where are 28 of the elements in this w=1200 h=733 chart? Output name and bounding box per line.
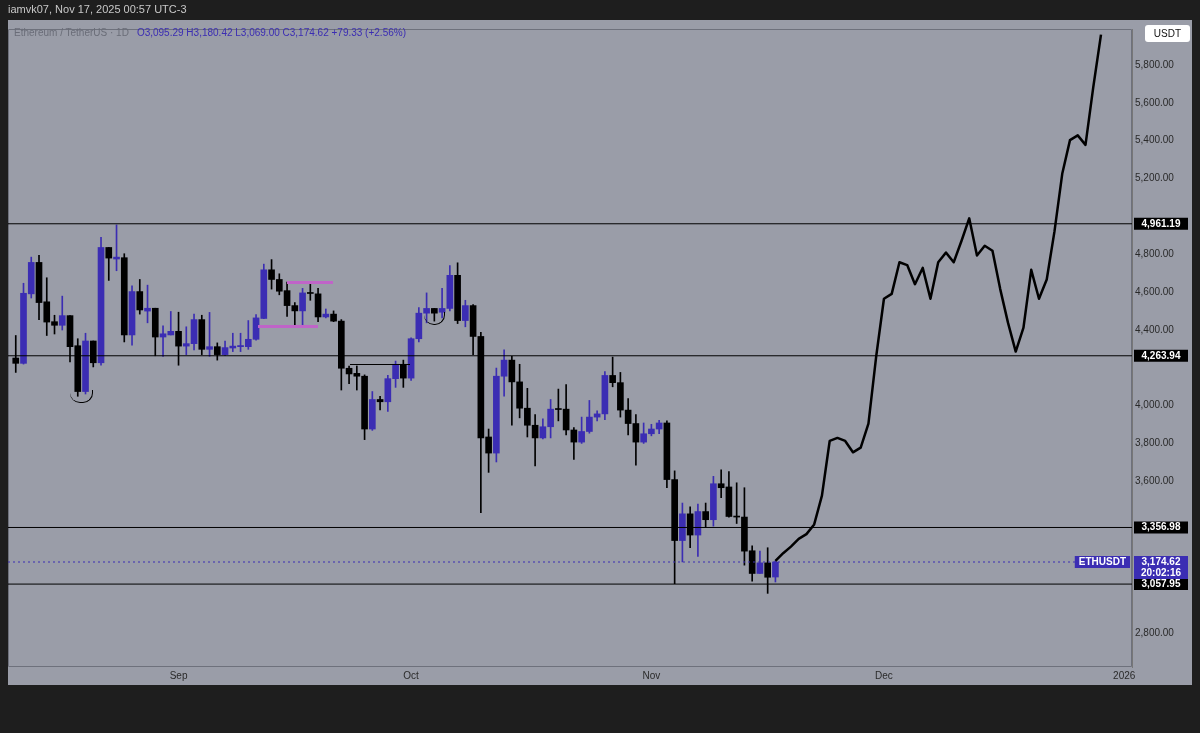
x-tick-label: Sep [169,669,188,681]
text: ETHUSDT 3,174.62 20:02:16 [1078,555,1182,578]
y-tick-label: 5,400.00 [1135,134,1175,146]
y-tick-label: 4,000.00 [1135,399,1175,411]
y-tick-label: 5,200.00 [1135,172,1175,184]
text: iamvk07, Nov 17, 2025 00:57 UTC-3 [8,3,187,15]
chart-subtitle: O3,095.29 H3,180.42 L3,069.00 C3,174.62 +79.33 (+2.56%) [136,27,406,38]
y-tick-label: 4,800.00 [1135,248,1175,260]
y-tick-label: 3,600.00 [1135,475,1175,487]
ref-line-label: 3,356.98 [1141,521,1181,533]
ref-line-label: 3,057.95 [1141,577,1181,589]
ref-line-label: 4,263.94 [1141,349,1181,361]
y-tick-label: 5,800.00 [1135,58,1175,70]
candlestick [306,282,314,301]
candlestick [438,288,446,319]
y-tick-label: 4,400.00 [1135,323,1175,335]
x-tick-label: Oct [403,669,420,681]
y-tick-label: 5,600.00 [1135,96,1175,108]
candlestick [717,469,725,499]
x-tick-label: Nov [642,669,661,681]
ref-line-label: 4,961.19 [1141,217,1181,229]
y-tick-label: 2,800.00 [1135,626,1175,638]
y-tick-label: 4,600.00 [1135,285,1175,297]
x-tick-label: Dec [875,669,893,681]
candlestick [376,395,384,411]
y-tick-label: 3,800.00 [1135,437,1175,449]
x-tick-label: 2026 [1113,669,1136,681]
text: USDT [1144,25,1190,42]
